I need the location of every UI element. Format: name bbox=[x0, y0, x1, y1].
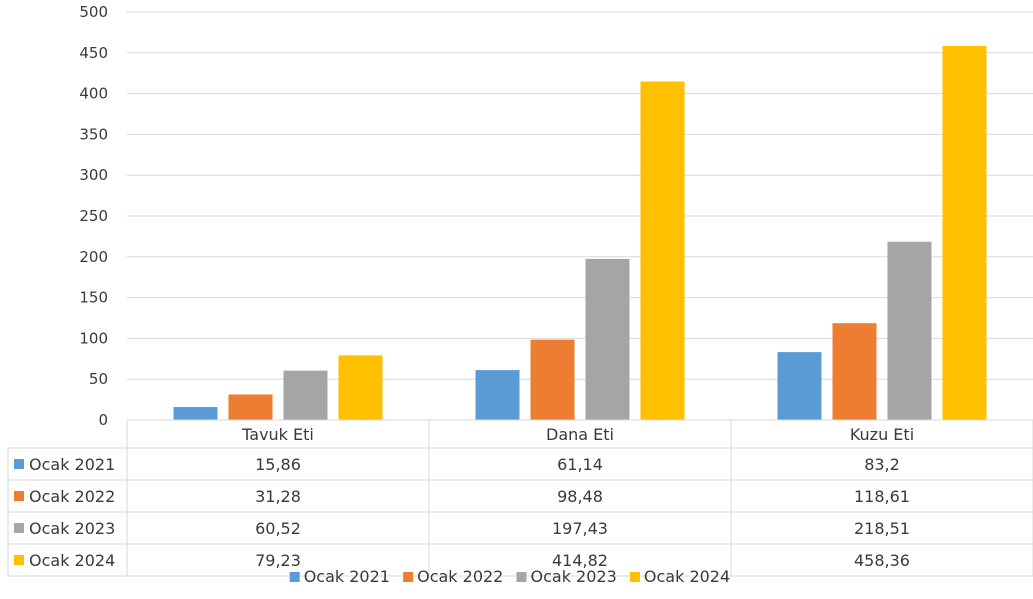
data-label: 197,43 bbox=[552, 519, 608, 538]
category-label: Kuzu Eti bbox=[850, 425, 914, 444]
y-tick-label: 100 bbox=[79, 329, 108, 347]
data-table: Tavuk Eti Dana Eti Kuzu Eti Ocak 2021 15,86 6… bbox=[7, 419, 1033, 577]
legend-label: Ocak 2024 bbox=[644, 567, 730, 586]
category-label: Tavuk Eti bbox=[241, 425, 314, 444]
data-label: 83,2 bbox=[864, 455, 900, 474]
bar bbox=[173, 407, 218, 420]
data-label: 98,48 bbox=[557, 487, 603, 506]
bar bbox=[942, 45, 987, 420]
y-tick-label: 350 bbox=[79, 125, 108, 143]
data-label: 414,82 bbox=[552, 551, 608, 570]
bar bbox=[475, 370, 520, 420]
y-tick-label: 0 bbox=[98, 411, 108, 429]
legend-label: Ocak 2022 bbox=[417, 567, 503, 586]
table-legend-key bbox=[14, 555, 24, 565]
data-label: 218,51 bbox=[854, 519, 910, 538]
table-series-name: Ocak 2024 bbox=[29, 551, 115, 570]
legend-key bbox=[403, 572, 414, 582]
data-label: 60,52 bbox=[255, 519, 301, 538]
legend-key bbox=[629, 572, 640, 582]
data-label: 118,61 bbox=[854, 487, 910, 506]
bar bbox=[887, 241, 932, 420]
table-legend-key bbox=[14, 491, 24, 501]
bar bbox=[228, 394, 273, 420]
table-series-name: Ocak 2022 bbox=[29, 487, 115, 506]
table-legend-key bbox=[14, 459, 24, 469]
bar bbox=[338, 355, 383, 420]
bars bbox=[173, 45, 987, 420]
legend-label: Ocak 2021 bbox=[304, 567, 390, 586]
y-tick-label: 200 bbox=[79, 248, 108, 266]
bar bbox=[585, 258, 630, 420]
bar bbox=[832, 323, 877, 420]
y-tick-label: 400 bbox=[79, 85, 108, 103]
table-legend-key bbox=[14, 523, 24, 533]
y-tick-label: 500 bbox=[79, 3, 108, 21]
gridlines bbox=[127, 11, 1033, 380]
legend-key bbox=[516, 572, 527, 582]
bar bbox=[283, 370, 328, 420]
bar bbox=[530, 339, 575, 420]
y-tick-label: 250 bbox=[79, 207, 108, 225]
bar bbox=[640, 81, 685, 420]
y-axis-ticks: 0 50 100 150 200 250 300 350 400 450 500 bbox=[79, 3, 108, 429]
table-series-name: Ocak 2023 bbox=[29, 519, 115, 538]
table-series-name: Ocak 2021 bbox=[29, 455, 115, 474]
y-tick-label: 300 bbox=[79, 166, 108, 184]
category-label: Dana Eti bbox=[546, 425, 614, 444]
data-label: 79,23 bbox=[255, 551, 301, 570]
data-label: 61,14 bbox=[557, 455, 603, 474]
legend: Ocak 2021 Ocak 2022 Ocak 2023 Ocak 2024 bbox=[289, 567, 730, 586]
data-label: 15,86 bbox=[255, 455, 301, 474]
data-label: 458,36 bbox=[854, 551, 910, 570]
legend-label: Ocak 2023 bbox=[531, 567, 617, 586]
y-tick-label: 50 bbox=[89, 370, 108, 388]
data-label: 31,28 bbox=[255, 487, 301, 506]
legend-key bbox=[289, 572, 300, 582]
y-tick-label: 150 bbox=[79, 289, 108, 307]
bar bbox=[777, 352, 822, 420]
y-tick-label: 450 bbox=[79, 44, 108, 62]
